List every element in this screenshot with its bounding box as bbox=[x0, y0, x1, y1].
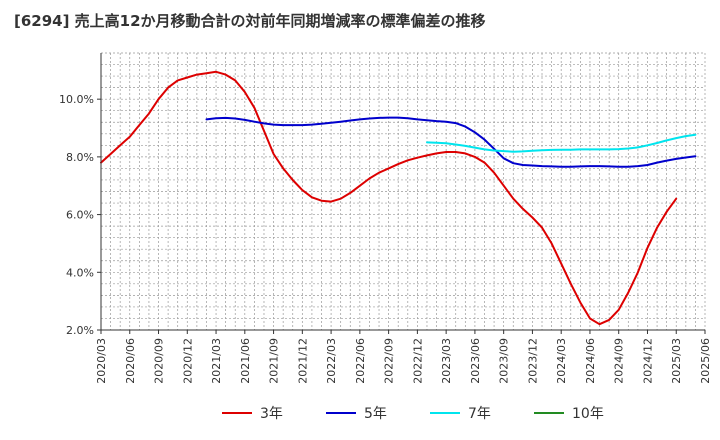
axis-layer: 2.0% 4.0% 6.0% 8.0% 10.0% 2020/03 2020/06 2020/… bbox=[59, 53, 712, 384]
y-tick-label: 8.0% bbox=[66, 151, 94, 164]
y-tick-label: 2.0% bbox=[66, 324, 94, 337]
x-tick-label: 2023/03 bbox=[440, 338, 453, 384]
x-tick-label: 2023/12 bbox=[526, 338, 539, 384]
legend-label: 10年 bbox=[572, 406, 604, 422]
legend-label: 3年 bbox=[260, 406, 283, 422]
y-tick-label: 4.0% bbox=[66, 266, 94, 279]
x-tick-label: 2024/03 bbox=[555, 338, 568, 384]
legend-label: 7年 bbox=[468, 406, 491, 422]
legend-label: 5年 bbox=[364, 406, 387, 422]
x-tick-label: 2022/03 bbox=[325, 338, 338, 384]
x-tick-label: 2021/03 bbox=[210, 338, 223, 384]
x-tick-label: 2025/06 bbox=[699, 338, 712, 384]
y-tick-label: 10.0% bbox=[59, 93, 94, 106]
series-line-3年 bbox=[100, 70, 678, 326]
x-tick-label: 2024/06 bbox=[584, 338, 597, 384]
y-tick-label: 6.0% bbox=[66, 209, 94, 222]
chart-title: [6294] 売上高12か月移動合計の対前年同期増減率の標準偏差の推移 bbox=[14, 12, 486, 30]
x-tick-label: 2021/12 bbox=[296, 338, 309, 384]
x-tick-label: 2021/06 bbox=[239, 338, 252, 384]
x-tick-label: 2020/06 bbox=[124, 338, 137, 384]
series-layer bbox=[100, 70, 697, 326]
x-tick-label: 2020/12 bbox=[181, 338, 194, 384]
x-tick-label: 2023/09 bbox=[498, 338, 511, 384]
x-tick-label: 2020/09 bbox=[153, 338, 166, 384]
x-tick-label: 2024/12 bbox=[641, 338, 654, 384]
legend: 3年 5年 7年 10年 bbox=[222, 406, 604, 422]
x-tick-label: 2021/09 bbox=[268, 338, 281, 384]
grid-layer bbox=[100, 52, 706, 331]
x-tick-label: 2023/06 bbox=[469, 338, 482, 384]
series-line-7年 bbox=[426, 133, 697, 153]
x-tick-label: 2025/03 bbox=[670, 338, 683, 384]
x-tick-label: 2024/09 bbox=[613, 338, 626, 384]
x-tick-label: 2022/12 bbox=[411, 338, 424, 384]
x-tick-label: 2022/06 bbox=[354, 338, 367, 384]
series-line-5年 bbox=[205, 116, 697, 168]
x-tick-label: 2020/03 bbox=[95, 338, 108, 384]
x-tick-label: 2022/09 bbox=[383, 338, 396, 384]
